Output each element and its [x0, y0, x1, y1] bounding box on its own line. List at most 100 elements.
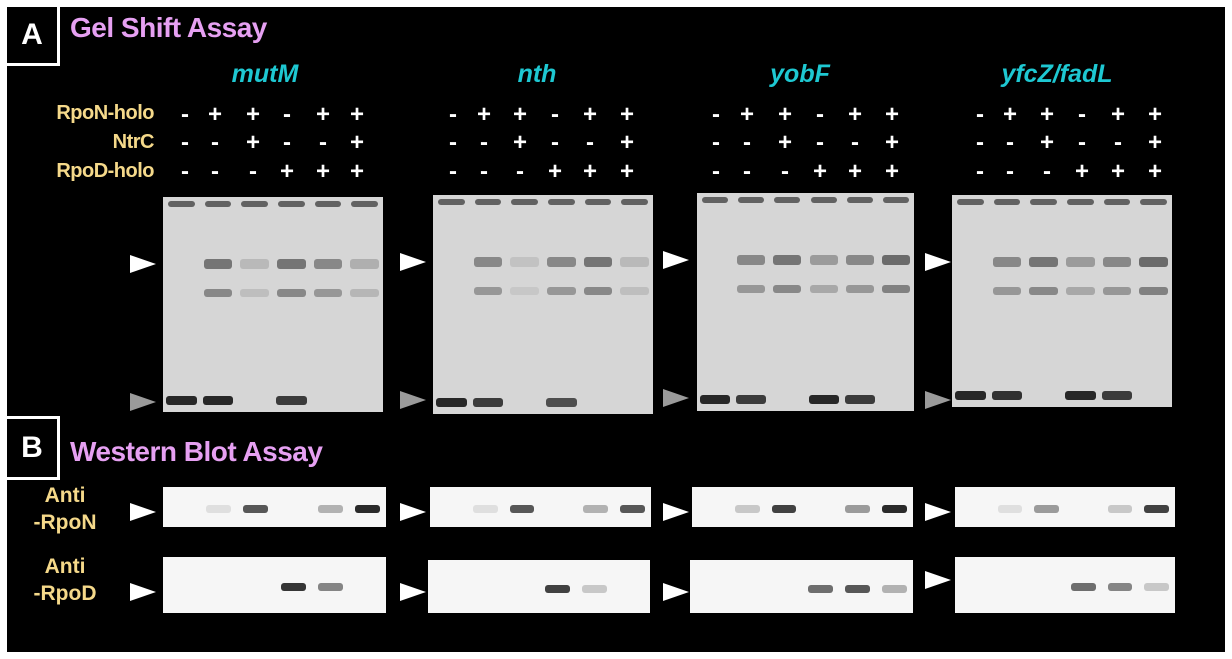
gel-band: [702, 197, 729, 203]
gel-band: [313, 289, 343, 297]
condition-sign: +: [884, 158, 900, 185]
condition-sign: -: [516, 158, 524, 185]
panel-a-title: Gel Shift Assay: [70, 12, 267, 43]
condition-sign: -: [1114, 129, 1122, 156]
condition-sign: +: [207, 101, 223, 128]
gel-band: [1107, 505, 1133, 513]
arrowhead-icon: [400, 253, 426, 271]
gel-band: [1065, 391, 1096, 400]
condition-sign: +: [547, 158, 563, 185]
western-label-line2: -RpoN: [33, 511, 97, 534]
condition-sign: -: [1078, 101, 1086, 128]
gel-band: [473, 257, 503, 267]
condition-sign: -: [712, 101, 720, 128]
condition-sign: -: [586, 129, 594, 156]
gel-band: [350, 259, 379, 269]
condition-sign: +: [1039, 129, 1055, 156]
gel-band: [240, 289, 269, 297]
gel-band: [810, 197, 837, 203]
condition-label-rpon-holo: RpoN-holo: [56, 102, 154, 124]
gel-band: [350, 289, 379, 297]
gel-band: [997, 505, 1023, 513]
arrowhead-icon: [663, 389, 689, 407]
arrowhead-icon: [925, 571, 951, 589]
gel-band: [313, 259, 343, 269]
gel-band: [882, 505, 907, 513]
condition-sign: +: [847, 158, 863, 185]
gel-band: [1139, 287, 1168, 295]
gel-band: [1067, 199, 1094, 205]
gel-band: [1066, 257, 1095, 267]
condition-sign: +: [1039, 101, 1055, 128]
gel-shift-image: [163, 197, 383, 412]
gel-band: [1101, 391, 1133, 400]
arrowhead-icon: [130, 583, 156, 601]
condition-sign: -: [449, 158, 457, 185]
gel-band: [1029, 287, 1058, 295]
gel-band: [992, 257, 1022, 267]
gene-label-mutm: mutM: [231, 60, 299, 88]
gel-band: [737, 285, 766, 293]
condition-sign: -: [211, 158, 219, 185]
condition-sign: +: [279, 158, 295, 185]
gel-band: [582, 584, 607, 593]
arrowhead-icon: [130, 255, 156, 273]
western-blot-image: [955, 487, 1175, 527]
condition-sign: +: [245, 129, 261, 156]
gel-band: [583, 505, 609, 513]
gel-band: [166, 396, 197, 405]
condition-sign: +: [1002, 101, 1018, 128]
gel-band: [241, 201, 268, 207]
condition-label-ntrc: NtrC: [112, 131, 155, 153]
gel-band: [436, 398, 467, 407]
condition-sign: +: [349, 129, 365, 156]
gel-band: [472, 505, 498, 513]
gel-band: [773, 255, 802, 265]
gel-band: [583, 287, 613, 295]
gel-band: [472, 398, 504, 407]
gel-band: [278, 201, 305, 207]
gel-band: [317, 583, 343, 591]
gel-band: [881, 285, 910, 293]
panel-b-tag: B: [7, 416, 60, 480]
gel-band: [276, 396, 307, 405]
western-blot-image: [692, 487, 913, 527]
condition-sign: +: [1110, 101, 1126, 128]
condition-sign: +: [512, 129, 528, 156]
condition-sign: +: [739, 101, 755, 128]
condition-sign: +: [349, 101, 365, 128]
arrowhead-icon: [663, 583, 689, 601]
gel-shift-image: [952, 195, 1172, 407]
panel-b-title: Western Blot Assay: [70, 436, 323, 467]
gel-band: [881, 584, 907, 593]
condition-sign: -: [1043, 158, 1051, 185]
condition-sign: -: [816, 129, 824, 156]
gel-band: [809, 255, 838, 265]
gel-band: [992, 287, 1022, 295]
gel-band: [845, 255, 874, 265]
western-blot-image: [428, 560, 650, 613]
western-blot-image: [955, 557, 1175, 613]
gel-band: [277, 289, 306, 297]
gel-band: [882, 197, 909, 203]
gel-band: [845, 285, 874, 293]
gene-label-yobf: yobF: [770, 60, 830, 88]
gel-band: [774, 197, 801, 203]
arrowhead-icon: [925, 253, 951, 271]
gel-shift-image: [697, 193, 914, 411]
condition-sign: +: [582, 101, 598, 128]
gel-band: [1139, 257, 1168, 267]
gel-band: [993, 199, 1021, 205]
gel-band: [547, 257, 576, 267]
gel-band: [620, 257, 649, 267]
gel-band: [736, 395, 767, 404]
gel-band: [1034, 505, 1059, 513]
condition-sign: +: [1147, 101, 1163, 128]
condition-sign: -: [449, 129, 457, 156]
western-label-anti-rpod: Anti -RpoD: [20, 553, 110, 607]
gel-band: [1102, 287, 1132, 295]
gel-band: [547, 287, 576, 295]
condition-sign: +: [619, 158, 635, 185]
condition-sign: +: [1074, 158, 1090, 185]
